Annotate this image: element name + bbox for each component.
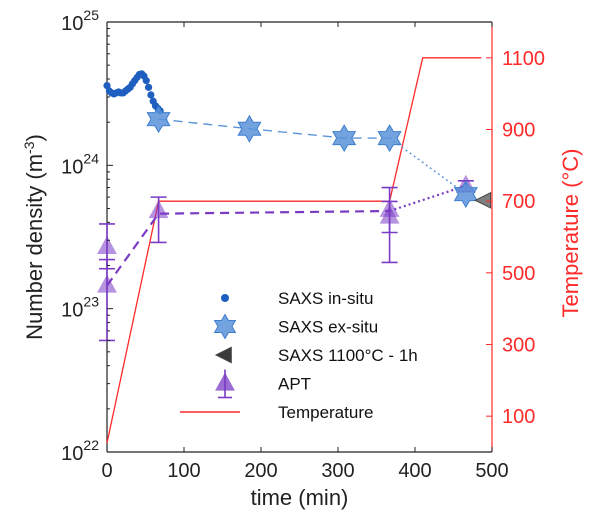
- y-axis-title-left-base: Number density (m: [22, 154, 47, 340]
- x-tick-label: 100: [167, 460, 200, 482]
- y-axis-title-right: Temperature (°C): [558, 149, 583, 318]
- legend-label: SAXS in-situ: [278, 289, 373, 308]
- in-situ-point: [142, 77, 150, 85]
- in-situ-point: [103, 81, 111, 90]
- x-axis-title: time (min): [251, 485, 349, 510]
- ex-situ-point: [237, 114, 262, 143]
- apt-point: [148, 200, 169, 219]
- x-tick-label: 400: [398, 460, 431, 482]
- y-right-tick-label: 100: [502, 406, 535, 428]
- apt-point: [379, 205, 400, 224]
- legend-label: SAXS 1100°C - 1h: [278, 346, 418, 365]
- legend-label: Temperature: [278, 403, 373, 422]
- y-axis-title-left-sup: -3: [21, 141, 37, 154]
- y-right-tick-label: 1100: [502, 48, 545, 70]
- y-left-tick-label: 1022: [61, 437, 99, 465]
- legend-marker-1100c: [214, 346, 232, 364]
- legend-label: SAXS ex-situ: [278, 318, 378, 337]
- x-tick-label: 300: [321, 460, 354, 482]
- ex-situ-connector: [158, 118, 390, 139]
- y-left-tick-label: 1024: [61, 150, 99, 178]
- apt-point: [97, 274, 117, 293]
- saxs-1100c-point: [474, 191, 492, 209]
- ex-situ-point: [453, 180, 478, 209]
- ex-situ-connector: [389, 137, 467, 195]
- x-tick-label: 500: [475, 460, 508, 482]
- in-situ-point: [144, 83, 153, 91]
- y-right-tick-label: 500: [502, 263, 535, 285]
- legend: SAXS in-situ SAXS ex-situ SAXS 1100°C - 1h…: [180, 289, 418, 422]
- legend-marker-apt: [215, 372, 235, 391]
- data-markers: [97, 70, 492, 342]
- ex-situ-point: [146, 105, 171, 134]
- legend-label: APT: [278, 375, 311, 394]
- axis-ticks: 0 100 200 300 400 500 1022 1023 1024 1025 100 300 50…: [61, 7, 545, 482]
- connector-lines: [106, 118, 467, 287]
- ex-situ-point: [377, 124, 402, 153]
- y-left-tick-label: 1025: [61, 7, 99, 35]
- apt-point: [97, 235, 117, 254]
- x-tick-label: 0: [101, 460, 112, 482]
- apt-connector: [106, 209, 390, 287]
- y-right-tick-label: 900: [502, 120, 535, 142]
- x-tick-label: 200: [244, 460, 277, 482]
- y-right-tick-label: 300: [502, 335, 535, 357]
- ex-situ-point: [332, 124, 357, 153]
- apt-connector: [389, 184, 467, 213]
- y-axis-title-left: Number density (m-3): [21, 134, 47, 340]
- legend-marker-ex-situ: [213, 313, 237, 340]
- legend-marker-in-situ: [221, 294, 229, 302]
- y-right-tick-label: 700: [502, 191, 535, 213]
- y-left-tick-label: 1023: [61, 294, 99, 322]
- in-situ-point: [147, 91, 155, 99]
- y-axis-title-left-tail: ): [22, 134, 47, 141]
